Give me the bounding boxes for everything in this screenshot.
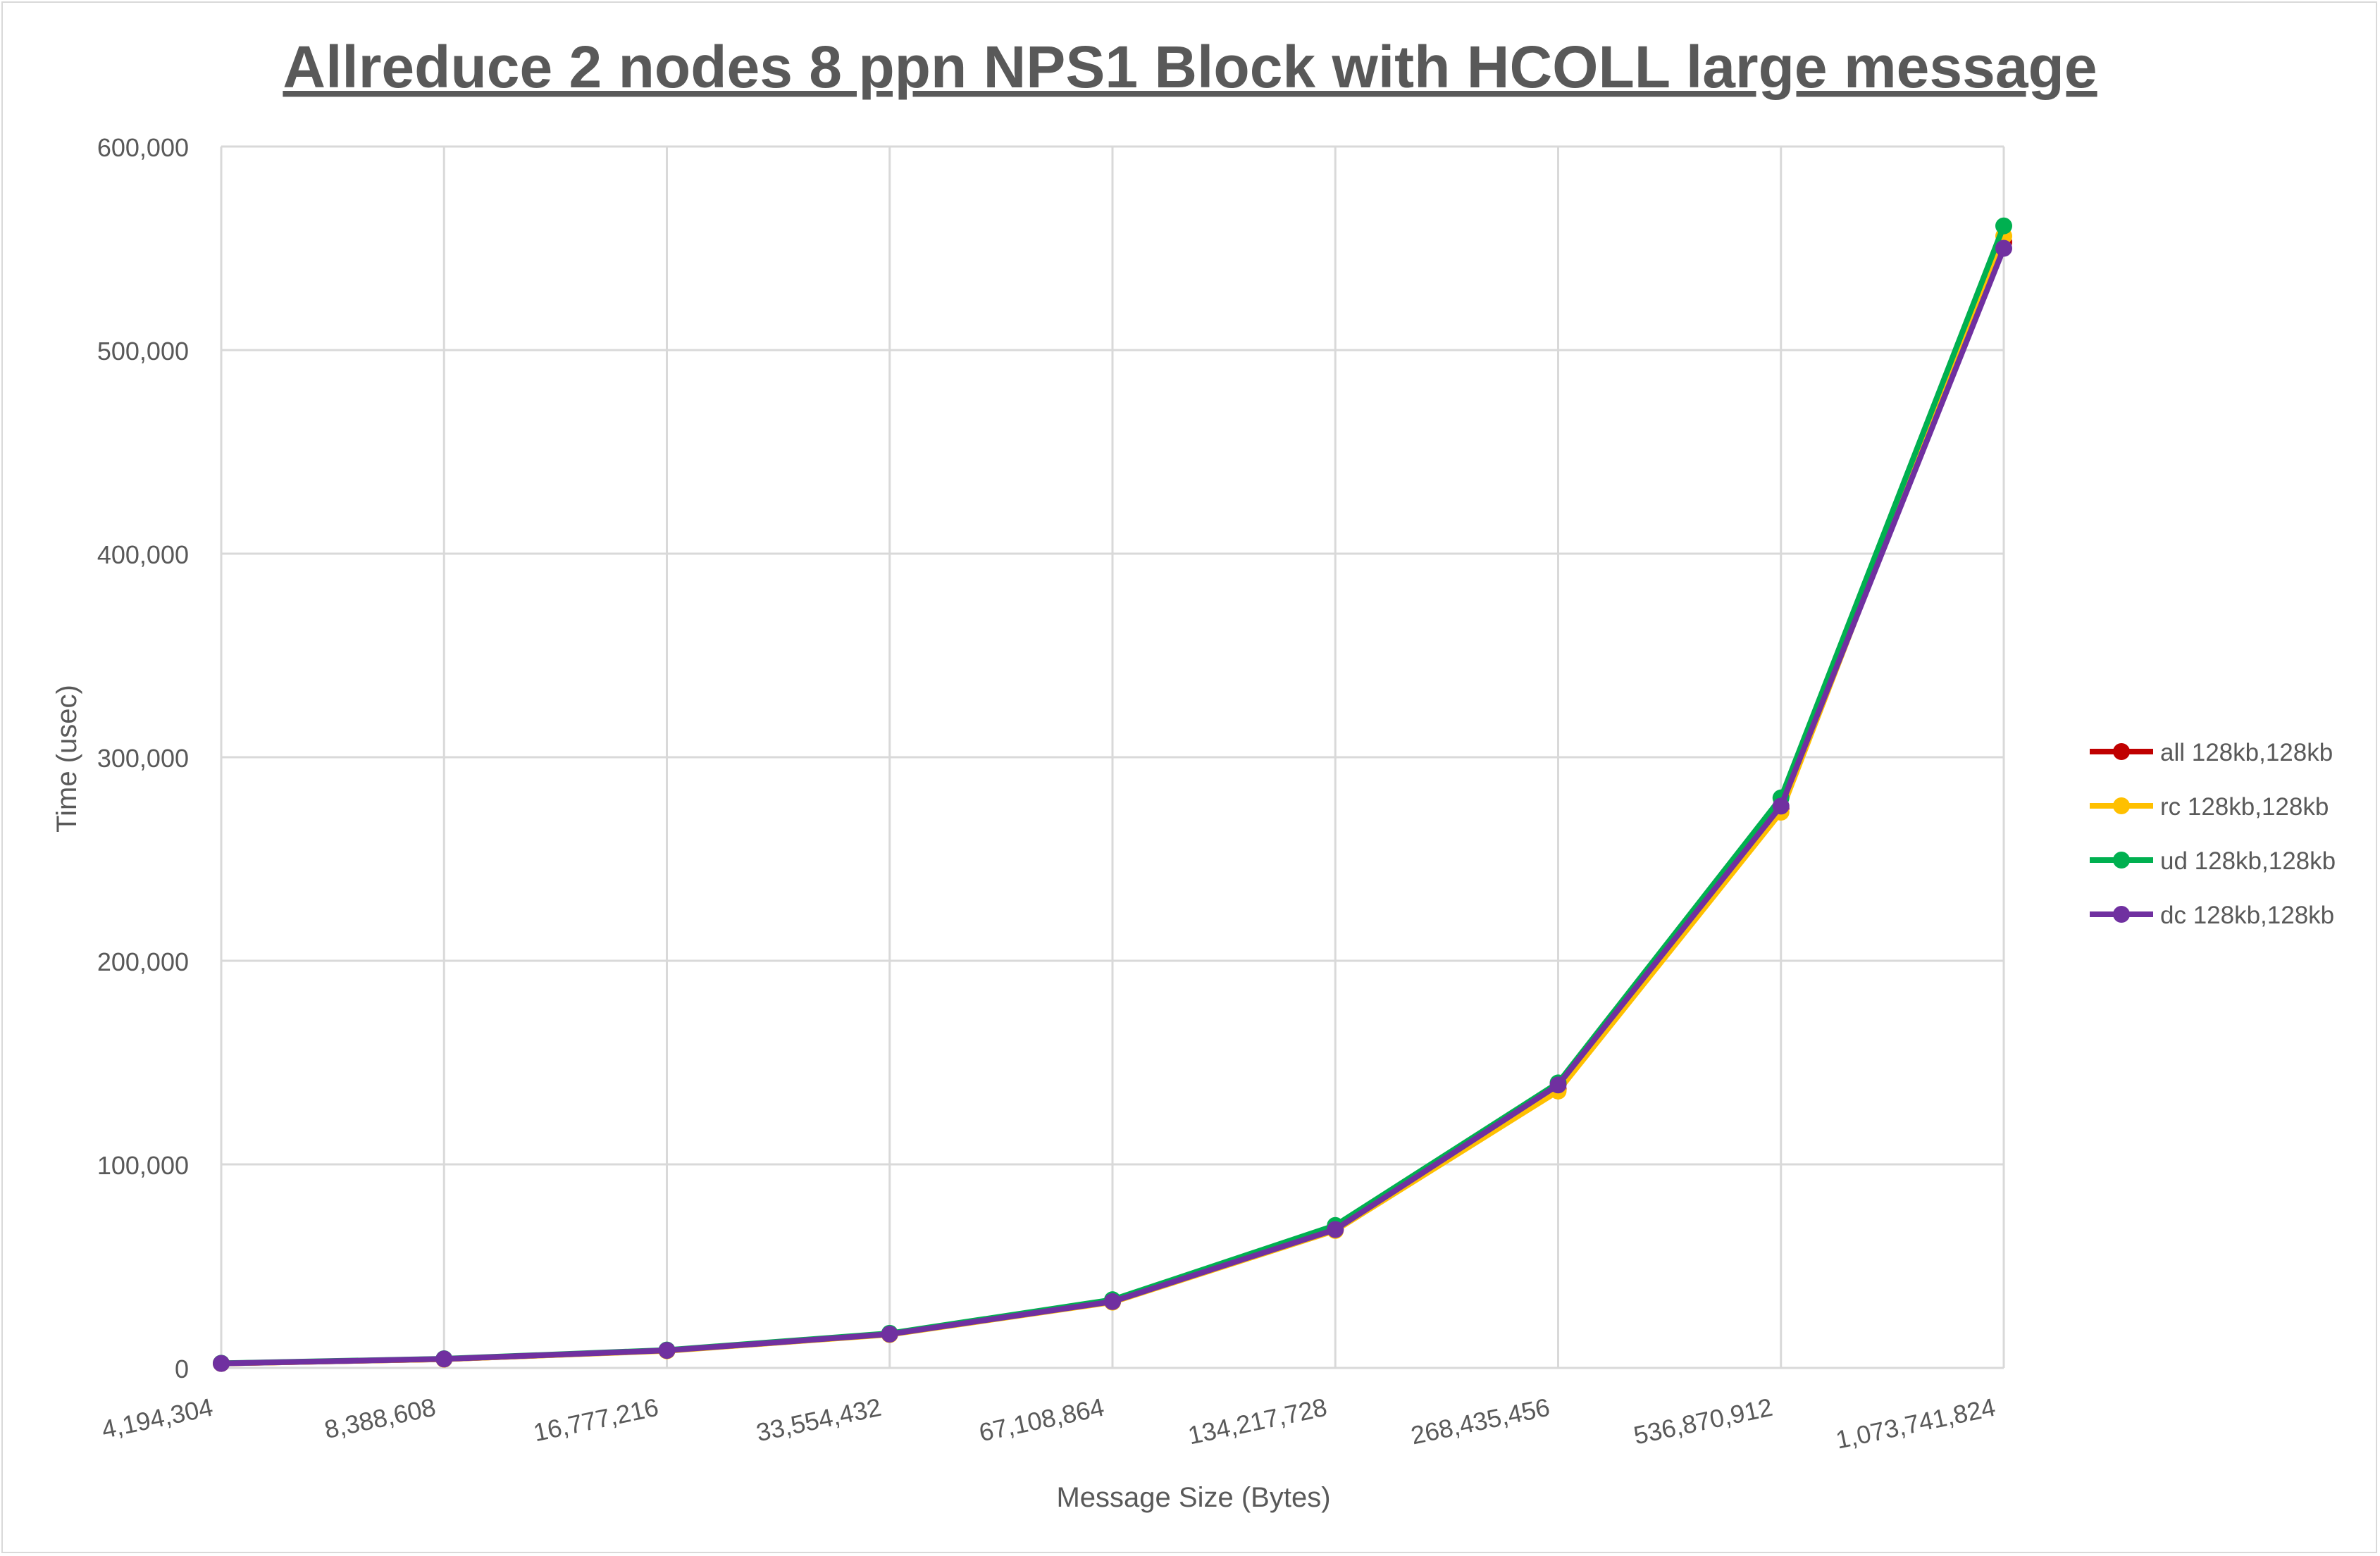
data-point [1995,217,2012,235]
x-axis-ticks: 4,194,304 8,388,608 16,777,216 33,554,432 67… [99,1393,1997,1455]
data-point [881,1326,898,1343]
x-tick-label: 4,194,304 [99,1393,215,1444]
data-point [1995,239,2012,257]
series-lines [213,217,2012,1372]
chart-title: Allreduce 2 nodes 8 ppn NPS1 Block with … [283,34,2097,100]
x-tick-label: 134,217,728 [1186,1393,1330,1450]
y-tick-label: 600,000 [97,133,189,162]
x-tick-label: 1,073,741,824 [1833,1393,1998,1455]
data-point [1549,1076,1567,1094]
y-tick-label: 0 [175,1355,189,1383]
line-chart: Allreduce 2 nodes 8 ppn NPS1 Block with … [51,34,2336,1513]
x-tick-label: 268,435,456 [1408,1393,1552,1450]
y-tick-label: 100,000 [97,1151,189,1180]
data-point [213,1355,230,1372]
x-tick-label: 8,388,608 [322,1393,438,1444]
legend-marker [2113,797,2130,814]
legend-marker [2113,852,2130,869]
data-point [658,1342,676,1359]
x-tick-label: 33,554,432 [754,1393,884,1448]
y-tick-label: 400,000 [97,540,189,569]
x-axis-label: Message Size (Bytes) [1056,1482,1330,1513]
legend-label: dc 128kb,128kb [2160,902,2334,929]
legend-label: rc 128kb,128kb [2160,793,2329,821]
x-tick-label: 536,870,912 [1631,1393,1775,1450]
y-tick-label: 300,000 [97,744,189,773]
legend-label: ud 128kb,128kb [2160,847,2336,875]
data-point [1327,1221,1344,1238]
grid-lines [220,145,2005,1369]
data-point [1104,1293,1121,1310]
legend-marker [2113,743,2130,760]
x-tick-label: 67,108,864 [977,1393,1107,1448]
y-tick-label: 200,000 [97,947,189,976]
data-point [1772,797,1790,815]
legend-label: all 128kb,128kb [2160,739,2333,766]
y-axis-label: Time (usec) [51,685,82,833]
legend: all 128kb,128kb rc 128kb,128kb ud 128kb,12… [2090,739,2336,929]
x-tick-label: 16,777,216 [531,1393,661,1448]
y-tick-label: 500,000 [97,337,189,366]
y-axis-ticks: 0 100,000 200,000 300,000 400,000 500,000 600,… [97,133,189,1383]
legend-marker [2113,906,2130,923]
data-point [435,1350,453,1368]
